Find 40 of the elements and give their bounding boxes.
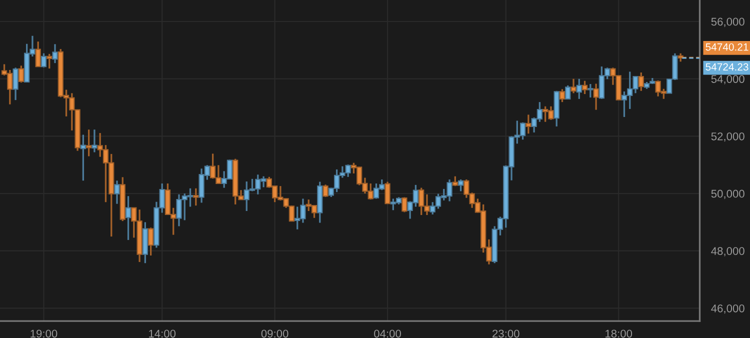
candlestick xyxy=(458,178,464,192)
candlestick xyxy=(52,43,58,64)
candlestick xyxy=(402,196,408,213)
candlestick xyxy=(526,114,532,134)
candlestick xyxy=(384,180,390,205)
x-tick-label: 14:00 xyxy=(149,330,176,338)
y-tick-label: 54,000 xyxy=(711,75,744,84)
candlestick xyxy=(86,128,92,158)
x-tick-label: 23:00 xyxy=(492,330,520,338)
candlestick xyxy=(593,82,599,111)
x-tick-label: 04:00 xyxy=(374,330,401,338)
candlestick xyxy=(193,188,199,206)
candlestick xyxy=(114,180,120,205)
candlestick xyxy=(92,128,98,154)
y-tick-label: 52,000 xyxy=(711,132,744,142)
candlestick xyxy=(582,80,588,95)
y-tick-label: 46,000 xyxy=(711,304,744,314)
candlestick xyxy=(322,184,328,198)
y-tick-label: 56,000 xyxy=(711,18,744,27)
candlestick xyxy=(80,134,86,182)
candlestick xyxy=(35,40,41,68)
x-tick-label: 09:00 xyxy=(261,330,288,338)
candlestick xyxy=(559,88,566,103)
candlestick xyxy=(18,64,24,84)
y-tick-label: 50,000 xyxy=(711,190,744,199)
candlestick xyxy=(40,52,47,68)
candlestick xyxy=(125,195,132,241)
ref-line-label: 54740.21 xyxy=(706,43,748,51)
candlestick xyxy=(565,84,571,100)
candlestick xyxy=(588,83,594,98)
y-tick-label: 48,000 xyxy=(711,247,744,256)
candlestick xyxy=(46,53,52,70)
candlestick xyxy=(12,66,18,101)
candlestick xyxy=(148,226,154,256)
x-tick-label: 19:00 xyxy=(30,330,58,338)
candlestick xyxy=(576,78,582,100)
x-tick-label: 18:00 xyxy=(606,330,632,338)
candlestick xyxy=(570,78,576,94)
ref-line-label: 54724.23 xyxy=(706,63,748,71)
candlestick xyxy=(638,72,644,92)
